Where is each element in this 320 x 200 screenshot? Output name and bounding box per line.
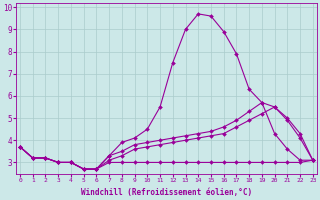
X-axis label: Windchill (Refroidissement éolien,°C): Windchill (Refroidissement éolien,°C) [81,188,252,197]
